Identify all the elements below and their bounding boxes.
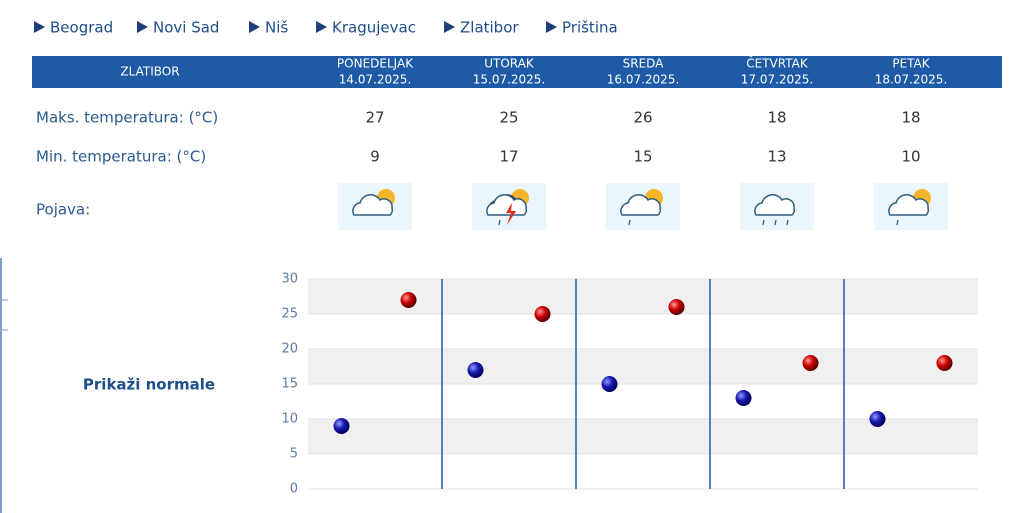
- y-tick-label: 5: [290, 447, 298, 462]
- temperature-point: [333, 418, 350, 434]
- weather-icon: [472, 183, 546, 230]
- temperature: 26: [633, 109, 652, 127]
- temperature-point: [869, 411, 886, 427]
- day-name: PETAK: [892, 57, 930, 71]
- cloud: [620, 194, 661, 216]
- grid-band: [308, 349, 978, 384]
- rain-drop: [774, 219, 777, 226]
- table-header-bar: [32, 56, 1002, 88]
- temperature: 13: [767, 148, 786, 166]
- row-label: Maks. temperatura: (°C): [36, 109, 218, 127]
- day-date: 16.07.2025.: [607, 73, 680, 87]
- temperature-point: [735, 390, 752, 406]
- temperature: 17: [499, 148, 518, 166]
- y-tick-label: 25: [281, 307, 298, 322]
- y-tick-label: 20: [281, 342, 298, 357]
- nav-arrow: [316, 21, 327, 33]
- nav-arrow: [137, 21, 148, 33]
- day-name: ČETVRTAK: [746, 56, 809, 71]
- temperature-point: [668, 299, 685, 315]
- grid-band: [308, 279, 978, 314]
- temperature-point: [467, 362, 484, 378]
- temperature: 25: [499, 109, 518, 127]
- nav-link[interactable]: Niš: [265, 19, 288, 37]
- rain-drop: [786, 219, 789, 226]
- nav-arrow: [34, 21, 45, 33]
- temperature-point: [601, 376, 618, 392]
- nav-link[interactable]: Beograd: [50, 19, 113, 37]
- day-date: 15.07.2025.: [473, 73, 546, 87]
- day-date: 14.07.2025.: [339, 73, 412, 87]
- day-date: 18.07.2025.: [875, 73, 948, 87]
- nav-arrow: [546, 21, 557, 33]
- row-label: Min. temperatura: (°C): [36, 148, 206, 166]
- day-name: UTORAK: [484, 57, 535, 71]
- cloud: [888, 194, 929, 216]
- temperature: 18: [901, 109, 920, 127]
- y-tick-label: 30: [281, 272, 298, 287]
- grid-band: [308, 419, 978, 454]
- city-header: ZLATIBOR: [120, 65, 179, 79]
- weather-icon: [740, 183, 814, 230]
- nav-arrow: [444, 21, 455, 33]
- cloud: [352, 194, 393, 216]
- rain-drop: [498, 219, 501, 226]
- day-name: PONEDELJAK: [337, 57, 414, 71]
- temperature: 18: [767, 109, 786, 127]
- nav-link[interactable]: Zlatibor: [460, 19, 519, 37]
- temperature-point: [936, 355, 953, 371]
- temperature-point: [400, 292, 417, 308]
- lightning: [506, 203, 516, 225]
- row-label: Pojava:: [36, 201, 90, 219]
- nav-link[interactable]: Priština: [562, 19, 618, 37]
- rain-drop: [628, 219, 631, 226]
- weather-icon: [606, 183, 680, 230]
- nav-link[interactable]: Kragujevac: [332, 19, 416, 37]
- temperature-point: [802, 355, 819, 371]
- rain-drop: [762, 219, 765, 226]
- cloud: [486, 194, 527, 216]
- temperature: 10: [901, 148, 920, 166]
- temperature: 15: [633, 148, 652, 166]
- rain-drop: [896, 219, 899, 226]
- day-name: SREDA: [623, 57, 665, 71]
- y-tick-label: 15: [281, 377, 298, 392]
- y-tick-label: 0: [290, 482, 298, 497]
- normals-link[interactable]: Prikaži normale: [83, 376, 215, 394]
- temperature: 27: [365, 109, 384, 127]
- day-date: 17.07.2025.: [741, 73, 814, 87]
- temperature: 9: [370, 148, 380, 166]
- cloud: [754, 194, 795, 216]
- temperature-point: [534, 306, 551, 322]
- nav-link[interactable]: Novi Sad: [153, 19, 219, 37]
- nav-arrow: [249, 21, 260, 33]
- weather-icon: [338, 183, 412, 230]
- weather-icon: [874, 183, 948, 230]
- y-tick-label: 10: [281, 412, 298, 427]
